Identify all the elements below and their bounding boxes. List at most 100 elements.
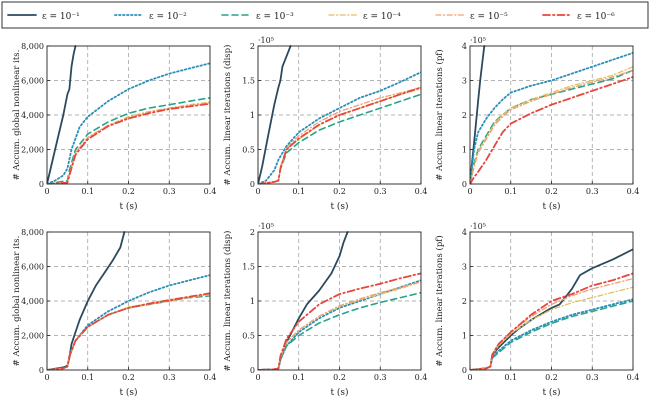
axis-exponent: ·10⁵ bbox=[470, 36, 486, 45]
y-tick-label: 1 bbox=[462, 332, 467, 341]
chart-panel: 0 0.1 0.2 0.3 0.4 0 0.5 1 1.5 2·10⁵ t (s) # Accum. … bbox=[222, 222, 427, 398]
y-tick-label: 1.5 bbox=[242, 77, 255, 86]
y-tick-label: 0 bbox=[462, 366, 467, 375]
series-line bbox=[470, 76, 633, 184]
x-tick-label: 0.3 bbox=[163, 373, 176, 382]
y-tick-label: 2 bbox=[250, 42, 255, 51]
legend-label: ε = 10⁻³ bbox=[256, 12, 294, 22]
series-line bbox=[470, 286, 633, 370]
axis-exponent: ·10⁵ bbox=[470, 222, 486, 231]
x-tick-label: 0.2 bbox=[122, 373, 135, 382]
series-line bbox=[47, 102, 210, 184]
legend-label: ε = 10⁻² bbox=[149, 12, 187, 22]
y-tick-label: 0.5 bbox=[242, 146, 255, 155]
series-line bbox=[47, 97, 210, 184]
axis-exponent: ·10⁵ bbox=[258, 222, 274, 231]
y-tick-label: 4,000 bbox=[21, 297, 44, 306]
axis-exponent: ·10⁵ bbox=[258, 36, 274, 45]
series-line bbox=[47, 62, 210, 184]
series-line bbox=[47, 45, 77, 184]
y-axis-label: # Accum. global nonlinear its. bbox=[12, 236, 22, 367]
y-axis-label: # Accum. global nonlinear its. bbox=[12, 50, 22, 181]
y-tick-label: 4,000 bbox=[21, 111, 44, 120]
x-axis-label: t (s) bbox=[330, 387, 348, 398]
y-tick-label: 4 bbox=[462, 228, 467, 237]
x-tick-label: 0.2 bbox=[122, 187, 135, 196]
chart-panel: 0 0.1 0.2 0.3 0.4 0 2,000 4,000 6,000 8,000 t (s) #… bbox=[12, 228, 216, 398]
x-axis-label: t (s) bbox=[542, 387, 560, 398]
y-tick-label: 0 bbox=[250, 180, 255, 189]
x-tick-label: 0.2 bbox=[333, 187, 346, 196]
x-tick-label: 0.4 bbox=[415, 373, 428, 382]
y-tick-label: 2 bbox=[462, 111, 467, 120]
series-line bbox=[258, 45, 292, 184]
y-tick-label: 2 bbox=[250, 228, 255, 237]
y-tick-label: 6,000 bbox=[21, 263, 44, 272]
chart-panel: 0 0.1 0.2 0.3 0.4 0 0.5 1 1.5 2·10⁵ t (s) # Accum. … bbox=[222, 36, 427, 212]
x-tick-label: 0.2 bbox=[333, 373, 346, 382]
series-line bbox=[470, 69, 633, 184]
y-axis-label: # Accum. linear iterations (pf) bbox=[434, 49, 445, 181]
series-line bbox=[470, 69, 633, 184]
x-tick-label: 0.1 bbox=[504, 373, 517, 382]
y-tick-label: 0 bbox=[250, 366, 255, 375]
series-line bbox=[470, 52, 633, 184]
x-tick-label: 0.4 bbox=[627, 187, 640, 196]
legend-label: ε = 10⁻¹ bbox=[42, 12, 80, 22]
x-tick-label: 0.1 bbox=[81, 187, 94, 196]
y-tick-label: 8,000 bbox=[21, 42, 44, 51]
y-tick-label: 1 bbox=[462, 146, 467, 155]
x-tick-label: 0.4 bbox=[204, 373, 217, 382]
legend-label: ε = 10⁻⁶ bbox=[577, 12, 615, 22]
y-tick-label: 2,000 bbox=[21, 332, 44, 341]
legend-label: ε = 10⁻⁵ bbox=[470, 12, 508, 22]
x-tick-label: 0.3 bbox=[163, 187, 176, 196]
series-line bbox=[258, 86, 421, 184]
x-tick-label: 0 bbox=[255, 187, 260, 196]
y-tick-label: 4 bbox=[462, 42, 467, 51]
x-tick-label: 0.4 bbox=[627, 373, 640, 382]
x-axis-label: t (s) bbox=[330, 201, 348, 212]
x-axis-label: t (s) bbox=[542, 201, 560, 212]
x-tick-label: 0.2 bbox=[545, 373, 558, 382]
y-tick-label: 2,000 bbox=[21, 146, 44, 155]
x-tick-label: 0.1 bbox=[81, 373, 94, 382]
y-tick-label: 2 bbox=[462, 297, 467, 306]
y-tick-label: 1 bbox=[250, 111, 255, 120]
y-axis-label: # Accum. linear iterations (disp) bbox=[222, 231, 233, 372]
y-axis-label: # Accum. linear iterations (disp) bbox=[222, 45, 233, 186]
y-tick-label: 0 bbox=[39, 366, 44, 375]
y-tick-label: 0 bbox=[462, 180, 467, 189]
series-line bbox=[47, 292, 210, 370]
chart-panel: 0 0.1 0.2 0.3 0.4 0 2,000 4,000 6,000 8,000 t (s) #… bbox=[12, 42, 216, 212]
series-line bbox=[470, 66, 633, 184]
x-tick-label: 0.3 bbox=[374, 187, 387, 196]
series-line bbox=[258, 272, 421, 370]
x-tick-label: 0.3 bbox=[586, 373, 599, 382]
x-tick-label: 0.1 bbox=[292, 187, 305, 196]
series-line bbox=[470, 272, 633, 370]
series-line bbox=[47, 101, 210, 184]
y-axis-label: # Accum. linear iterations (pf) bbox=[434, 235, 445, 367]
x-tick-label: 0.3 bbox=[586, 187, 599, 196]
legend: ε = 10⁻¹ ε = 10⁻² ε = 10⁻³ ε = 10⁻⁴ ε = 10⁻⁵… bbox=[1, 1, 649, 29]
x-tick-label: 0 bbox=[467, 373, 472, 382]
y-tick-label: 3 bbox=[462, 77, 467, 86]
x-tick-label: 0 bbox=[255, 373, 260, 382]
x-tick-label: 0 bbox=[44, 373, 49, 382]
y-tick-label: 0.5 bbox=[242, 332, 255, 341]
x-tick-label: 0 bbox=[44, 187, 49, 196]
x-tick-label: 0.4 bbox=[415, 187, 428, 196]
chart-panel: 0 0.1 0.2 0.3 0.4 0 1 2 3 4·10⁵ t (s) # Accum. line… bbox=[434, 36, 639, 212]
y-tick-label: 3 bbox=[462, 263, 467, 272]
x-tick-label: 0 bbox=[467, 187, 472, 196]
x-axis-label: t (s) bbox=[119, 201, 137, 212]
y-tick-label: 1.5 bbox=[242, 263, 255, 272]
x-tick-label: 0.3 bbox=[374, 373, 387, 382]
series-line bbox=[258, 71, 421, 184]
y-tick-label: 1 bbox=[250, 297, 255, 306]
y-tick-label: 6,000 bbox=[21, 77, 44, 86]
x-tick-label: 0.2 bbox=[545, 187, 558, 196]
legend-label: ε = 10⁻⁴ bbox=[363, 12, 401, 22]
